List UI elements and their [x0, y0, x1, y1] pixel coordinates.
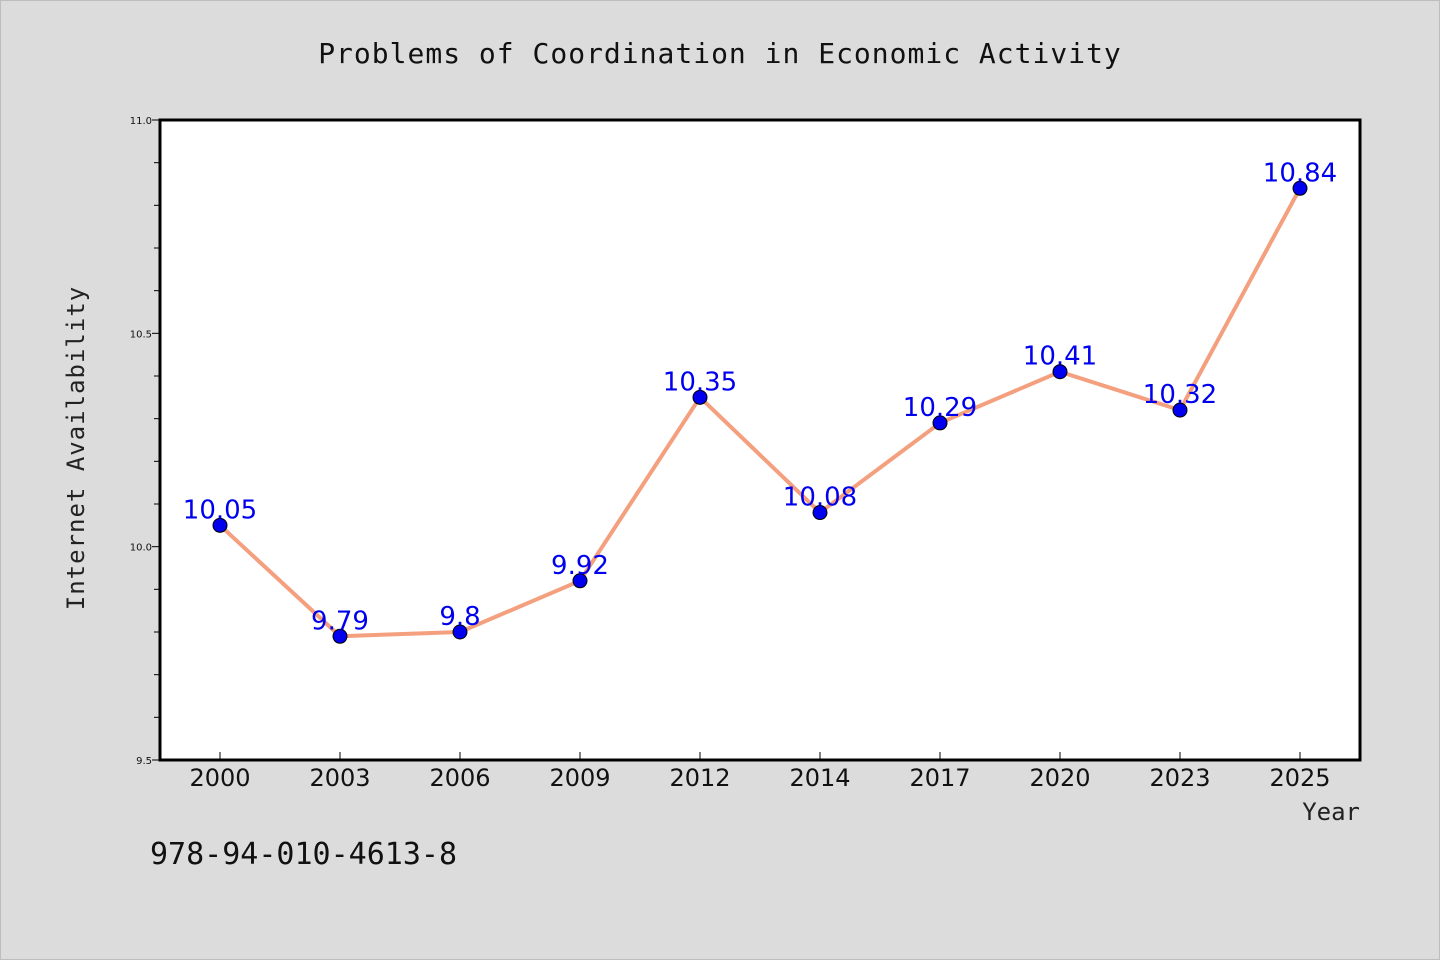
x-tick-label: 2014 — [789, 764, 850, 792]
x-tick-label: 2017 — [909, 764, 970, 792]
data-label: 9.79 — [311, 606, 369, 636]
y-tick-label: 10.5 — [130, 329, 152, 340]
data-point-marker — [812, 505, 828, 521]
data-labels-group: 10.05 9.79 9.8 9.92 10.35 10.08 10.29 10.41 10.3… — [183, 158, 1337, 636]
data-point-marker — [932, 415, 948, 431]
y-tick-label: 9.5 — [136, 756, 152, 767]
series-line — [218, 186, 1302, 639]
x-tick-label: 2000 — [189, 764, 250, 792]
data-point-marker — [1172, 402, 1188, 418]
markers-group — [212, 180, 1308, 644]
data-label: 10.84 — [1263, 158, 1337, 188]
x-tick-label: 2009 — [549, 764, 610, 792]
x-axis-ticks: 2000 2003 2006 2009 2012 2014 2017 2020 2023 2025 — [189, 752, 1331, 792]
chart-title: Problems of Coordination in Economic Act… — [318, 37, 1122, 70]
x-tick-label: 2003 — [309, 764, 370, 792]
plot-area — [158, 118, 1362, 762]
x-tick-label: 2006 — [429, 764, 490, 792]
x-tick-label: 2023 — [1149, 764, 1210, 792]
data-point-marker — [1292, 180, 1308, 196]
x-tick-label: 2025 — [1269, 764, 1330, 792]
x-tick-label: 2020 — [1029, 764, 1090, 792]
data-point-marker — [212, 517, 228, 533]
y-tick-label: 11.0 — [130, 116, 152, 127]
data-label: 9.92 — [551, 551, 609, 581]
data-label: 10.41 — [1023, 342, 1097, 372]
y-tick-label: 10.0 — [130, 543, 152, 554]
data-label: 10.08 — [783, 483, 857, 513]
isbn-annotation: 978-94-010-4613-8 — [150, 837, 457, 872]
x-axis-label: Year — [1302, 798, 1360, 826]
y-axis-label: Internet Availability — [62, 286, 90, 610]
data-point-marker — [332, 628, 348, 644]
y-axis-ticks: 9.5 10.0 10.5 11.0 — [130, 116, 160, 767]
data-point-marker — [452, 624, 468, 640]
data-label: 9.8 — [439, 602, 480, 632]
data-label: 10.32 — [1143, 380, 1217, 410]
series-line-group — [218, 186, 1302, 639]
data-point-marker — [1052, 364, 1068, 380]
x-tick-label: 2012 — [669, 764, 730, 792]
data-point-marker — [692, 389, 708, 405]
data-label: 10.29 — [903, 393, 977, 423]
data-label: 10.05 — [183, 495, 257, 525]
data-point-marker — [572, 573, 588, 589]
data-label: 10.35 — [663, 367, 737, 397]
